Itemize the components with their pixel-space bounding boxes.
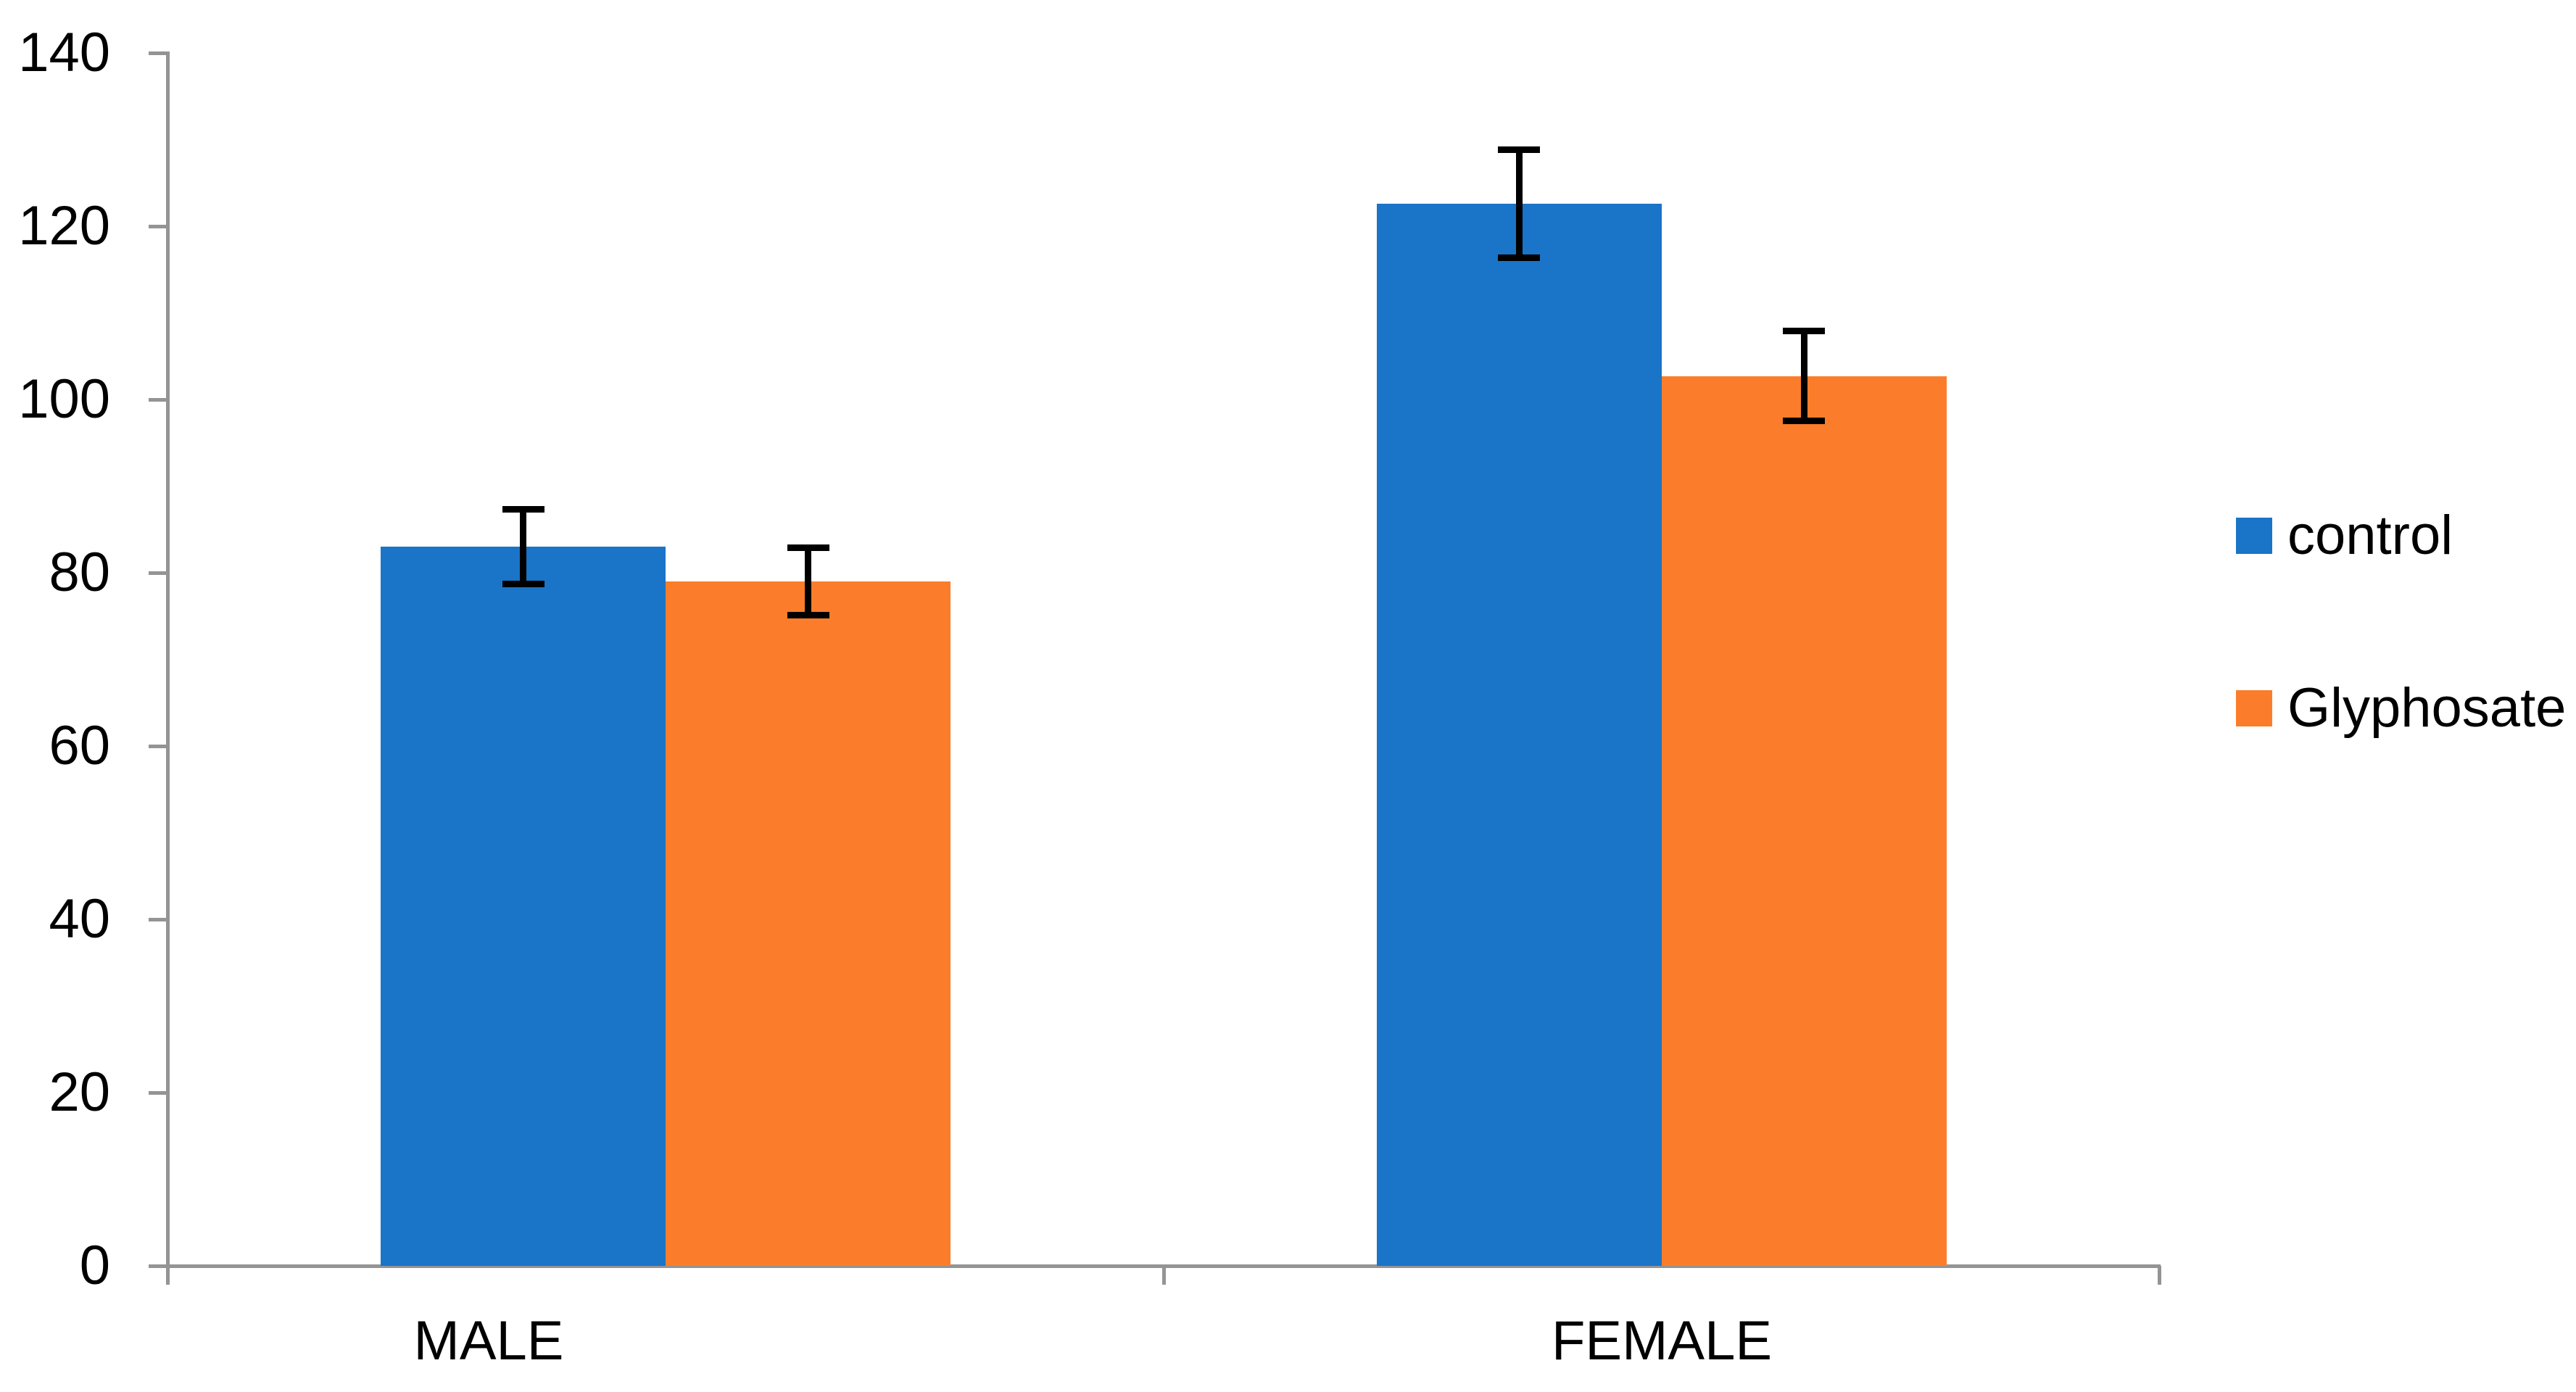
error-bar-cap-bottom bbox=[502, 581, 544, 588]
error-bar-cap-bottom bbox=[787, 612, 829, 619]
y-axis-line bbox=[166, 51, 170, 1285]
bar-male-control bbox=[381, 547, 666, 1266]
error-bar-cap-top bbox=[502, 506, 544, 513]
y-tick bbox=[149, 745, 167, 748]
error-bar-line bbox=[805, 547, 811, 616]
x-label-male: MALE bbox=[413, 1310, 564, 1372]
error-bar-cap-bottom bbox=[1783, 418, 1825, 425]
y-tick-label: 20 bbox=[49, 1061, 110, 1123]
y-tick bbox=[149, 398, 167, 402]
y-tick bbox=[149, 51, 167, 55]
y-tick bbox=[149, 918, 167, 921]
y-tick-label: 100 bbox=[18, 368, 110, 430]
y-tick-label: 0 bbox=[79, 1235, 110, 1296]
error-bar-cap-top bbox=[1783, 328, 1825, 335]
y-tick-label: 80 bbox=[49, 542, 110, 603]
error-bar-cap-bottom bbox=[1498, 254, 1540, 261]
x-tick bbox=[2158, 1266, 2161, 1285]
y-tick-label: 140 bbox=[18, 22, 110, 83]
y-tick bbox=[149, 225, 167, 228]
legend-swatch-control bbox=[2236, 518, 2272, 554]
bar-female-glyphosate bbox=[1661, 376, 1947, 1266]
y-tick bbox=[149, 1264, 167, 1268]
y-tick-label: 60 bbox=[49, 715, 110, 776]
y-tick-label: 120 bbox=[18, 195, 110, 257]
legend-swatch-glyphosate bbox=[2236, 690, 2272, 726]
bar-female-control bbox=[1376, 203, 1662, 1266]
y-tick bbox=[149, 571, 167, 575]
y-tick bbox=[149, 1091, 167, 1095]
legend-label-glyphosate: Glyphosate bbox=[2287, 677, 2567, 739]
error-bar-cap-top bbox=[1498, 146, 1540, 154]
x-tick bbox=[1161, 1266, 1166, 1285]
legend-label-control: control bbox=[2287, 505, 2453, 566]
error-bar-line bbox=[520, 509, 526, 584]
bar-male-glyphosate bbox=[666, 581, 951, 1266]
x-label-female: FEMALE bbox=[1551, 1310, 1773, 1372]
y-tick-label: 40 bbox=[49, 888, 110, 950]
error-bar-line bbox=[1515, 149, 1523, 257]
error-bar-line bbox=[1800, 331, 1807, 421]
error-bar-cap-top bbox=[787, 544, 829, 551]
